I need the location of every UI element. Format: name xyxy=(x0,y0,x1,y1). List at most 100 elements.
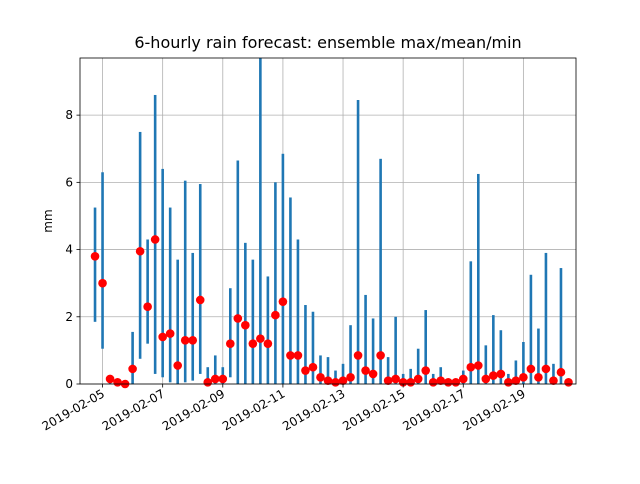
mean-point xyxy=(519,372,528,382)
range-bar xyxy=(364,294,367,384)
mean-point xyxy=(534,372,543,382)
range-bar xyxy=(469,261,473,384)
range-bar xyxy=(168,207,172,383)
mean-point xyxy=(331,378,340,387)
range-bar xyxy=(334,370,337,384)
mean-point xyxy=(210,374,220,384)
mean-point xyxy=(135,246,145,256)
mean-point xyxy=(353,351,363,360)
mean-point xyxy=(391,374,400,384)
mean-point xyxy=(458,374,468,384)
mean-point xyxy=(165,329,175,338)
range-bar xyxy=(492,315,495,384)
range-bar xyxy=(394,316,397,384)
range-bar xyxy=(131,331,134,384)
mean-point xyxy=(451,378,461,387)
mean-point xyxy=(481,374,491,384)
range-bar xyxy=(484,345,488,384)
y-tick-label: 0 xyxy=(65,377,73,391)
range-bar xyxy=(198,184,202,374)
mean-point xyxy=(173,361,182,370)
range-bar xyxy=(356,100,360,384)
mean-point xyxy=(241,320,250,330)
range-bar xyxy=(522,341,525,384)
range-bar xyxy=(206,367,210,384)
range-bar xyxy=(146,239,149,344)
range-bar xyxy=(101,172,104,349)
range-bar xyxy=(341,363,345,384)
mean-point xyxy=(98,278,107,288)
mean-point xyxy=(413,374,423,384)
mean-point xyxy=(406,378,415,387)
mean-point xyxy=(263,339,273,348)
range-bar xyxy=(416,348,420,384)
mean-point xyxy=(368,369,378,379)
range-bar xyxy=(439,367,443,384)
y-tick-label: 4 xyxy=(65,243,73,257)
mean-point xyxy=(233,314,243,323)
range-bar xyxy=(514,360,518,384)
mean-point xyxy=(293,351,303,360)
mean-point xyxy=(278,297,288,306)
mean-point xyxy=(541,364,551,374)
mean-point xyxy=(218,374,228,384)
chart-title: 6-hourly rain forecast: ensemble max/mea… xyxy=(134,33,521,52)
mean-point xyxy=(226,339,235,348)
plot-frame xyxy=(79,57,577,385)
mean-point xyxy=(564,378,573,387)
mean-point xyxy=(308,362,318,372)
mean-point xyxy=(195,295,205,305)
mean-point xyxy=(150,235,160,244)
mean-point xyxy=(113,378,122,387)
range-bar xyxy=(251,259,255,384)
range-bar xyxy=(499,330,503,384)
mean-point xyxy=(271,310,280,320)
range-bar xyxy=(213,355,217,384)
mean-point xyxy=(143,302,152,312)
mean-point xyxy=(443,378,453,387)
range-bar xyxy=(93,207,97,322)
range-bar xyxy=(529,274,533,384)
mean-point xyxy=(346,372,355,382)
mean-point xyxy=(158,332,167,342)
range-bar xyxy=(296,239,300,384)
range-bar xyxy=(289,197,292,384)
range-bar xyxy=(281,153,285,384)
mean-point xyxy=(383,376,393,385)
range-bar xyxy=(229,288,232,378)
range-bar xyxy=(349,325,352,384)
mean-point xyxy=(549,376,558,385)
range-bar xyxy=(183,180,187,383)
mean-point xyxy=(496,369,506,379)
range-bar xyxy=(371,318,375,384)
mean-points xyxy=(90,235,573,389)
mean-point xyxy=(436,376,446,385)
mean-point xyxy=(301,366,310,375)
range-bar xyxy=(191,252,195,381)
mean-point xyxy=(323,376,333,385)
range-bar xyxy=(552,363,555,384)
range-bar xyxy=(259,58,262,384)
mean-point xyxy=(256,334,265,343)
range-bar xyxy=(326,357,330,384)
range-bar xyxy=(386,357,390,384)
mean-point xyxy=(105,374,115,384)
range-bar xyxy=(379,158,382,384)
mean-point xyxy=(504,378,513,387)
mean-point xyxy=(489,371,498,380)
mean-point xyxy=(203,378,213,387)
mean-point xyxy=(316,372,325,382)
mean-point xyxy=(128,364,137,374)
range-bar xyxy=(319,355,322,384)
mean-point xyxy=(511,376,521,385)
mean-point xyxy=(526,364,536,374)
range-bar xyxy=(236,160,240,384)
range-bar xyxy=(544,252,548,384)
y-tick-label: 2 xyxy=(65,310,73,324)
range-bar xyxy=(153,94,157,374)
range-bar xyxy=(559,268,563,384)
mean-point xyxy=(180,336,190,345)
mean-point xyxy=(188,336,198,345)
